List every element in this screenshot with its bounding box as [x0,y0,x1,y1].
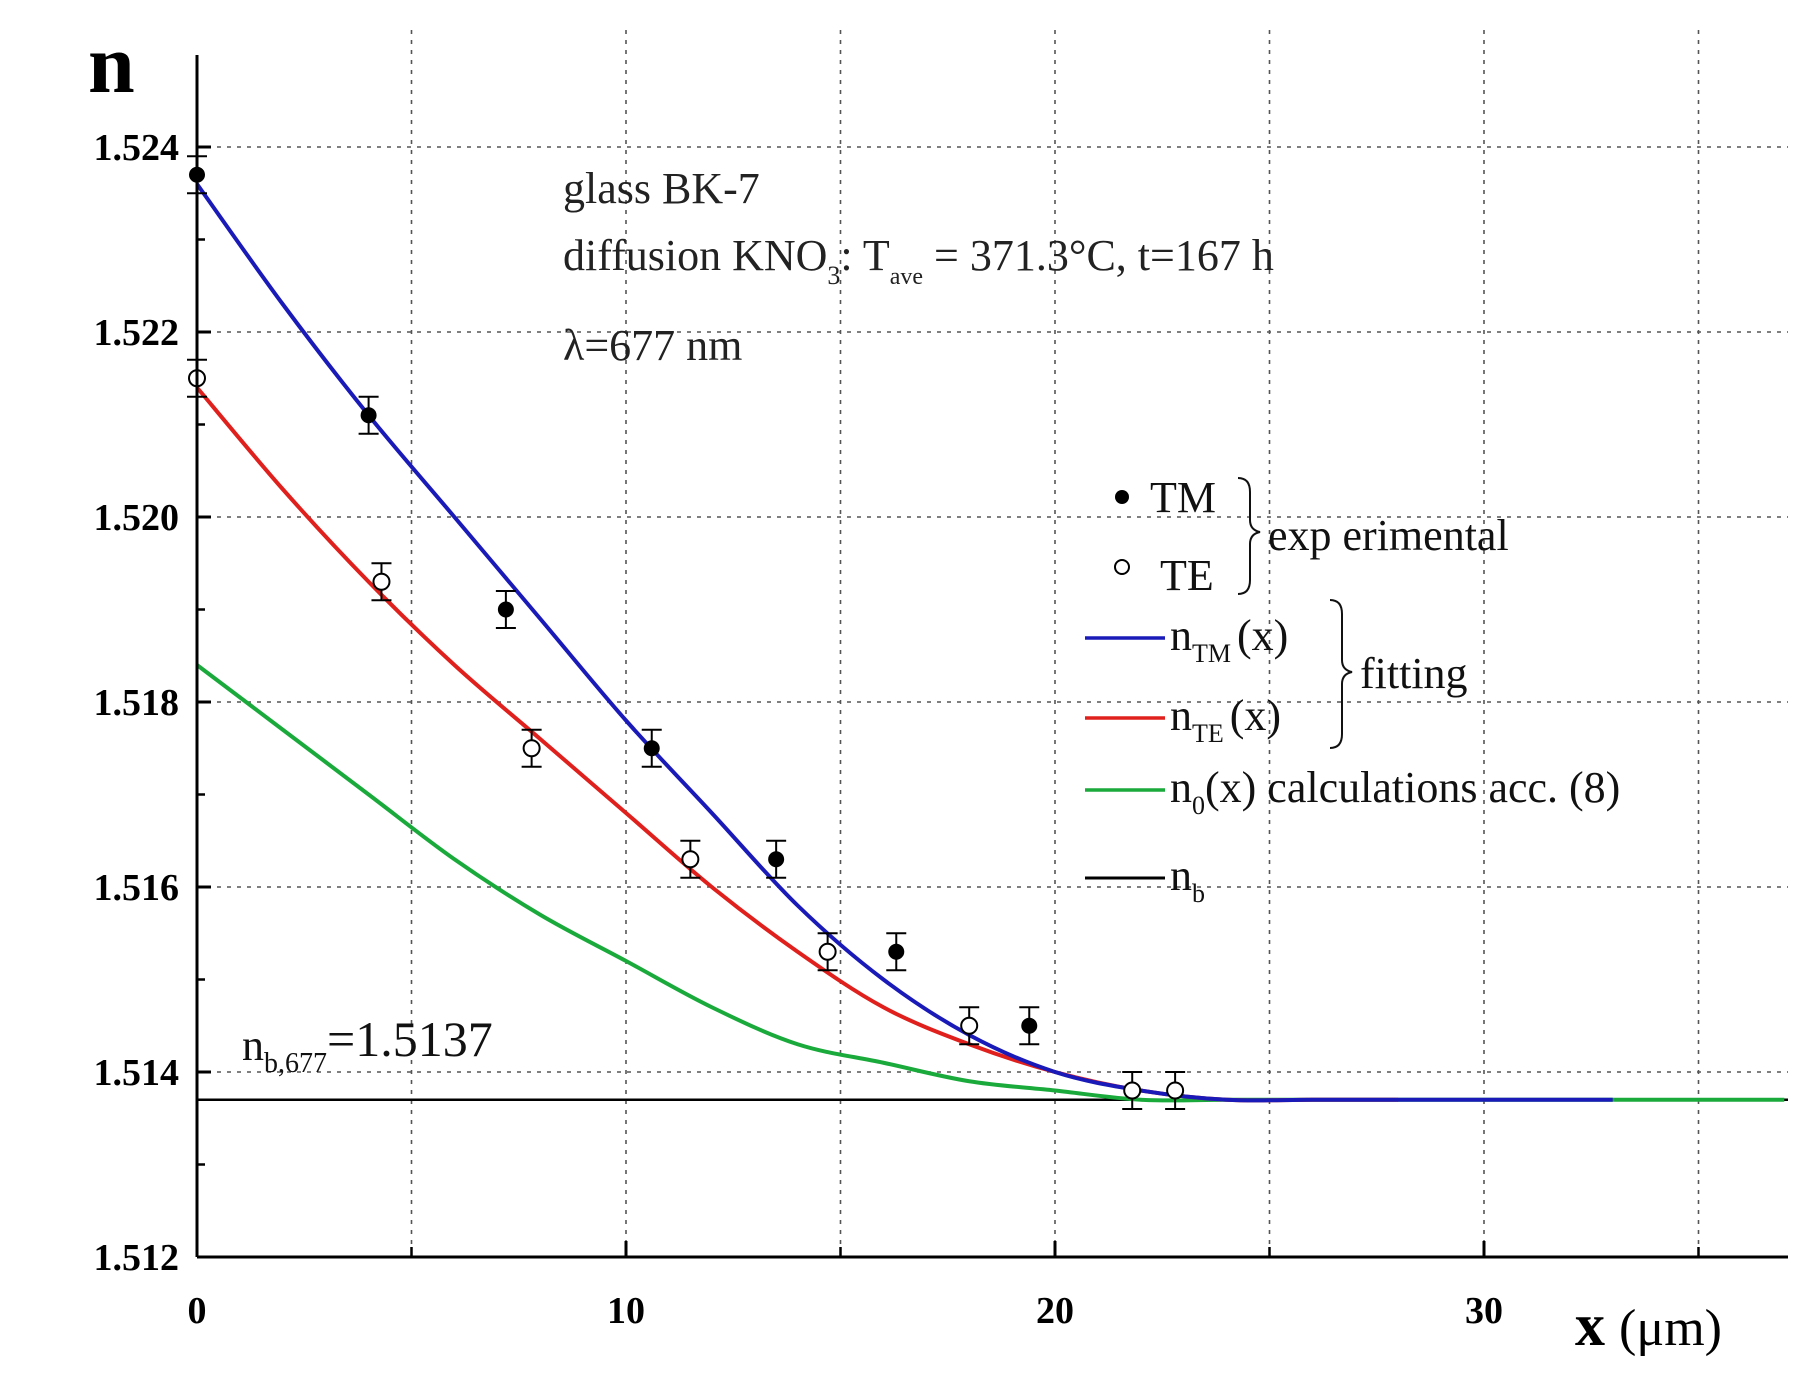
annotation-glass: glass BK-7 [563,164,760,213]
legend-ntm-main: n [1170,611,1192,660]
tm-point [1021,1017,1038,1034]
te-point [681,850,700,869]
y-tick-label: 1.522 [94,312,180,354]
ticks: 1.512 1.514 1.516 1.518 1.520 1.522 1.524 0 10 20… [94,127,1700,1332]
nb-sub: b,677 [264,1048,327,1079]
x-tick-label: 10 [607,1290,645,1332]
y-tick-label: 1.516 [94,867,180,909]
legend-nb-sub: b [1192,879,1205,908]
legend-nte-sub: TE [1192,719,1224,748]
y-tick-label: 1.524 [94,127,180,169]
legend-te-marker [1114,559,1130,575]
legend-fitting-label: fitting [1360,649,1468,698]
te-point [522,739,541,758]
y-tick-label: 1.512 [94,1237,180,1279]
te-point [1123,1081,1142,1100]
tm-point [360,407,377,424]
legend-n0-rest: (x) calculations acc. (8) [1205,763,1620,812]
legend-nte-arg: (x) [1230,691,1281,740]
annotation-nb: nb,677=1.5137 [242,1011,493,1079]
data-points [187,155,1186,1110]
legend-tm-marker [1115,490,1129,504]
x-axis-title: x [1575,1292,1605,1358]
legend-n0-label: n0(x) calculations acc. (8) [1170,763,1620,820]
y-tick-label: 1.518 [94,682,180,724]
y-axis-title: n [88,18,135,111]
tm-point [643,740,660,757]
series-ntm-curve [195,182,1613,1103]
x-tick-label: 0 [188,1290,207,1332]
legend-nte-label: nTE (x) [1170,691,1281,748]
legend-experimental-brace [1237,477,1261,595]
legend-ntm-arg: (x) [1237,611,1288,660]
y-tick-label: 1.520 [94,497,180,539]
y-tick-label: 1.514 [94,1052,180,1094]
legend-fitting-brace [1329,599,1353,749]
tm-point [768,851,785,868]
legend-experimental-label: exp erimental [1268,511,1509,560]
diffusion-tsub: ave [890,264,923,290]
diffusion-prefix: diffusion KNO [563,231,827,280]
legend-ntm-label: nTM (x) [1170,611,1288,668]
diffusion-sub: 3 [827,261,840,290]
legend-tm-label: TM [1150,473,1216,522]
nb-value: =1.5137 [327,1011,493,1067]
x-tick-label: 20 [1036,1290,1074,1332]
legend-ntm-sub: TM [1192,639,1231,668]
tm-point [497,601,514,618]
diffusion-rest: = 371.3°C, t=167 h [923,231,1274,280]
grid [197,30,1788,1257]
legend-nb-label: nb [1170,851,1205,908]
legend-nb-main: n [1170,851,1192,900]
legend-te-label: TE [1160,551,1214,600]
diffusion-colon: : T [840,231,889,280]
annotation-diffusion: diffusion KNO3: Tave = 371.3°C, t=167 h [563,231,1274,290]
x-axis-title-group: x (μm) [1575,1292,1722,1358]
fit-curves [195,182,1788,1103]
axes [195,55,1788,1259]
x-axis-unit: (μm) [1619,1300,1722,1357]
legend-nte-main: n [1170,691,1192,740]
annotation-wavelength: λ=677 nm [563,321,742,370]
te-point [960,1016,979,1035]
legend: TM TE exp erimental nTM (x) nTE (x) fittin… [1085,473,1620,908]
legend-n0-sub: 0 [1192,791,1205,820]
legend-n0-main: n [1170,763,1192,812]
te-point [372,572,391,591]
te-point [1166,1081,1185,1100]
x-tick-label: 30 [1465,1290,1503,1332]
te-point [818,942,837,961]
nb-main: n [242,1021,264,1070]
tm-point [888,943,905,960]
